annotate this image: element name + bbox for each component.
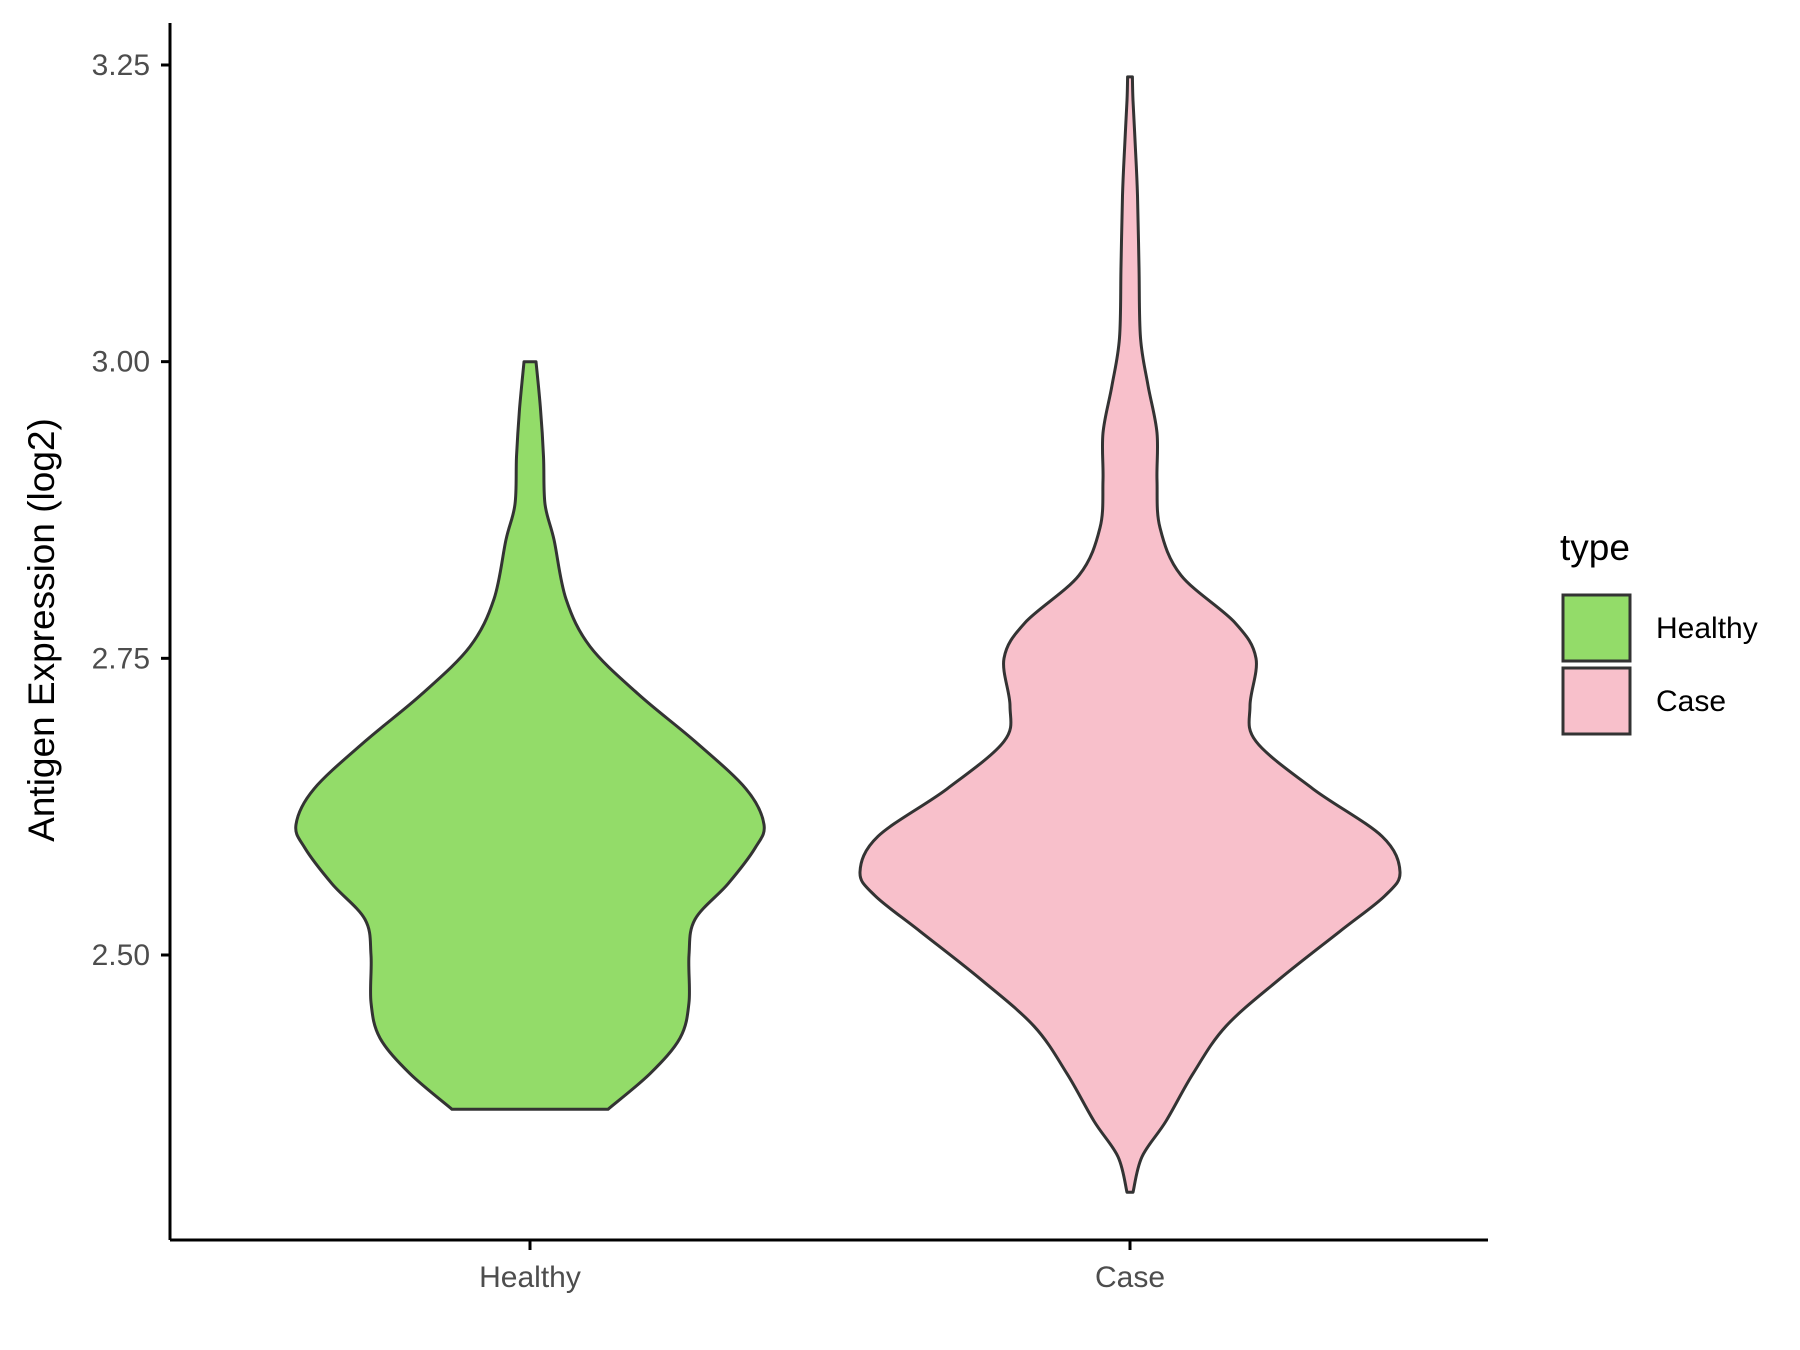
legend-entries: Healthy Case [1561, 593, 1758, 736]
violin-healthy [294, 360, 766, 1111]
legend-label: Healthy [1656, 612, 1758, 645]
y-axis-title: Antigen Expression (log2) [21, 418, 62, 842]
y-tick-label: 3.25 [92, 49, 150, 82]
legend-label: Case [1656, 685, 1726, 718]
y-ticks: 2.50 2.75 3.00 3.25 [92, 49, 170, 972]
y-tick-label: 2.50 [92, 939, 150, 972]
violin-case [858, 75, 1402, 1194]
axes [168, 23, 1488, 1242]
x-ticks: Healthy Case [479, 1240, 1165, 1294]
legend-key-healthy [1561, 593, 1632, 663]
legend-key-case [1561, 666, 1632, 736]
y-tick-label: 2.75 [92, 642, 150, 675]
x-tick-label: Case [1095, 1261, 1165, 1294]
legend-title: type [1560, 527, 1630, 568]
violin-layer [294, 75, 1402, 1194]
y-tick-label: 3.00 [92, 346, 150, 379]
legend: type Healthy Case [1560, 527, 1758, 736]
x-tick-label: Healthy [479, 1261, 581, 1294]
